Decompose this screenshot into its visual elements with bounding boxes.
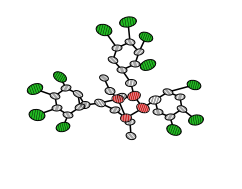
Ellipse shape <box>108 57 118 63</box>
Ellipse shape <box>120 17 136 27</box>
Ellipse shape <box>105 88 115 94</box>
Ellipse shape <box>137 103 149 113</box>
Ellipse shape <box>112 45 122 51</box>
Ellipse shape <box>50 93 60 99</box>
Ellipse shape <box>96 24 112 36</box>
Ellipse shape <box>126 80 136 87</box>
Ellipse shape <box>128 91 140 101</box>
Ellipse shape <box>126 132 136 140</box>
Ellipse shape <box>149 96 161 104</box>
Ellipse shape <box>53 72 67 82</box>
Ellipse shape <box>140 60 156 70</box>
Ellipse shape <box>27 84 43 94</box>
Ellipse shape <box>177 106 187 112</box>
Ellipse shape <box>80 101 90 108</box>
Ellipse shape <box>116 93 126 101</box>
Ellipse shape <box>167 125 181 135</box>
Ellipse shape <box>153 109 163 115</box>
Ellipse shape <box>52 105 62 111</box>
Ellipse shape <box>163 89 173 95</box>
Ellipse shape <box>61 85 71 91</box>
Ellipse shape <box>56 122 70 132</box>
Ellipse shape <box>125 39 135 45</box>
Ellipse shape <box>187 80 201 90</box>
Ellipse shape <box>63 112 73 118</box>
Ellipse shape <box>121 114 131 122</box>
Ellipse shape <box>125 119 135 125</box>
Ellipse shape <box>73 91 83 98</box>
Ellipse shape <box>75 104 85 110</box>
Ellipse shape <box>134 49 144 55</box>
Ellipse shape <box>130 61 140 67</box>
Ellipse shape <box>165 114 175 120</box>
Ellipse shape <box>95 99 105 107</box>
Ellipse shape <box>112 95 124 103</box>
Ellipse shape <box>139 32 153 42</box>
Ellipse shape <box>110 107 120 113</box>
Ellipse shape <box>117 67 127 73</box>
Ellipse shape <box>189 115 204 125</box>
Ellipse shape <box>100 75 108 81</box>
Ellipse shape <box>29 109 45 121</box>
Ellipse shape <box>175 94 185 100</box>
